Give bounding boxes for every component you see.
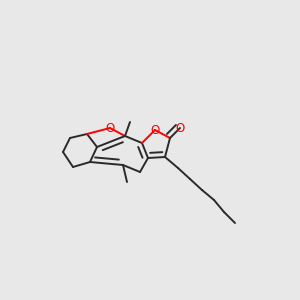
Text: O: O	[105, 122, 115, 134]
Text: O: O	[176, 122, 184, 134]
Text: O: O	[150, 124, 160, 136]
